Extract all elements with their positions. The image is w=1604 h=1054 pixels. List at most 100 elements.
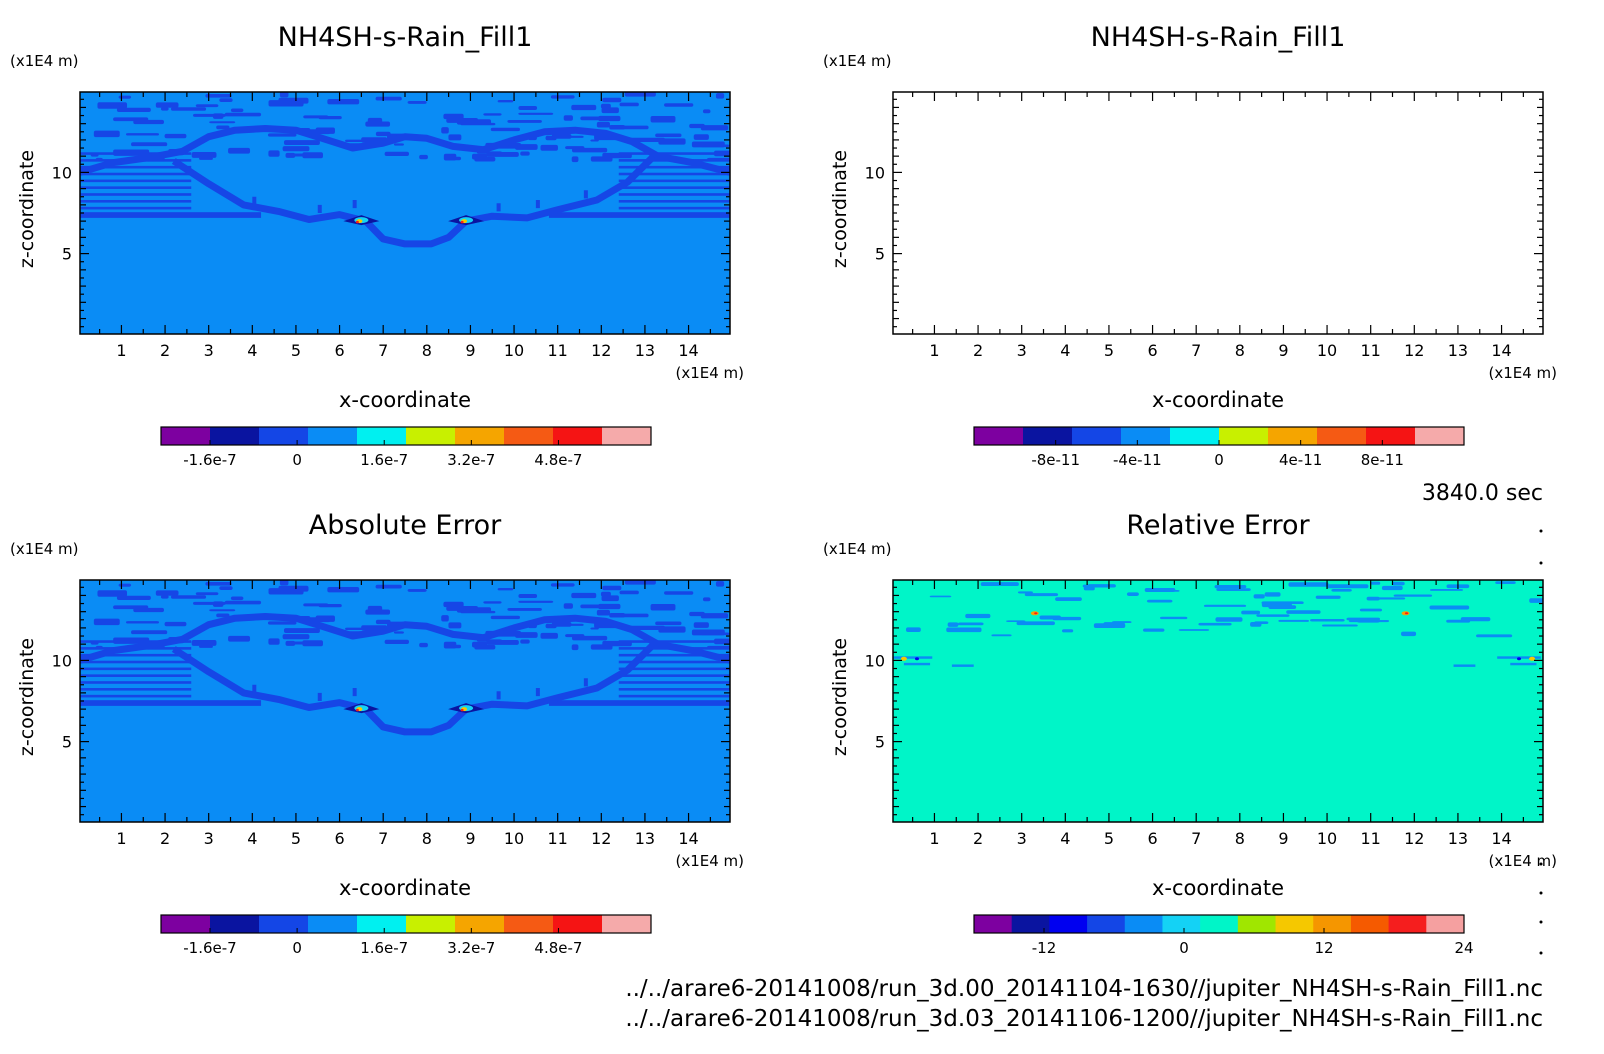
contour-streak (252, 196, 257, 205)
contour-band (618, 193, 730, 196)
colorbar-label: -1.6e-7 (183, 939, 236, 957)
contour-blob (407, 101, 427, 104)
contour-band (618, 200, 730, 203)
error-patch (1357, 620, 1380, 623)
error-patch (1288, 582, 1329, 587)
colorbar-label: 0 (1214, 451, 1224, 469)
colorbar-cell (1124, 915, 1163, 933)
error-patch (1241, 610, 1261, 615)
x-tick-label: 13 (1448, 829, 1468, 848)
contour-band (80, 667, 192, 671)
y-tick-label: 10 (865, 163, 885, 182)
contour-blob (228, 635, 251, 642)
colorbar-cell (504, 427, 554, 445)
contour-blob (571, 156, 579, 163)
contour-blob (702, 597, 711, 602)
contour-band (618, 674, 730, 677)
colorbar-cell (259, 427, 309, 445)
contour-blob (563, 603, 573, 609)
x-unit-label: (x1E4 m) (675, 852, 744, 870)
contour-blob (191, 640, 217, 646)
y-unit-label: (x1E4 m) (823, 52, 892, 70)
y-tick-label: 5 (875, 733, 885, 752)
colorbar-label: 4.8e-7 (534, 939, 582, 957)
contour-blob (209, 121, 236, 124)
contour-blob (448, 622, 462, 629)
contour-blob (230, 596, 244, 601)
contour-streak (317, 692, 322, 701)
contour-blob (472, 153, 488, 160)
contour-blob (619, 590, 639, 595)
y-tick-label: 10 (52, 163, 72, 182)
x-tick-label: 9 (465, 341, 475, 360)
x-axis-label: x-coordinate (1152, 388, 1284, 412)
error-patch (947, 622, 959, 627)
contour-streak (317, 204, 322, 213)
x-tick-label: 1 (116, 341, 126, 360)
error-patch (1476, 634, 1513, 638)
x-tick-label: 8 (1235, 829, 1245, 848)
contour-blob (571, 592, 597, 599)
contour-band (618, 688, 730, 691)
colorbar-cell (357, 427, 407, 445)
contour-blob (116, 107, 151, 112)
contour-blob (443, 601, 464, 608)
contour-blob (216, 125, 230, 130)
error-spot (1034, 612, 1038, 615)
contour-blob (283, 140, 320, 145)
contour-blob (419, 154, 428, 160)
x-tick-label: 4 (247, 829, 257, 848)
x-tick-label: 13 (635, 829, 655, 848)
contour-blob (619, 102, 639, 107)
colorbar-label: 3.2e-7 (447, 451, 495, 469)
contour-blob (609, 612, 626, 618)
error-patch (965, 613, 991, 619)
colorbar-cell (1121, 427, 1171, 445)
error-patch (1016, 621, 1055, 626)
x-tick-label: 4 (247, 341, 257, 360)
colorbar-cell (553, 915, 603, 933)
x-tick-label: 10 (504, 829, 524, 848)
file-path: ../../arare6-20141008/run_3d.03_20141106… (625, 1006, 1543, 1032)
contour-blob (285, 152, 296, 158)
contour-blob (286, 153, 322, 157)
colorbar-cell (1426, 915, 1465, 933)
contour-blob (713, 150, 730, 157)
contour-band (80, 212, 262, 218)
contour-blob (715, 93, 725, 99)
x-tick-label: 1 (929, 829, 939, 848)
colorbar-cell (1023, 427, 1073, 445)
contour-blob (490, 127, 520, 132)
contour-blob (155, 590, 179, 596)
contour-blob (664, 591, 694, 595)
contour-blob (483, 601, 502, 604)
contour-blob (571, 644, 579, 651)
colorbar-frame (160, 426, 652, 446)
contour-blob (658, 138, 686, 145)
contour-blob (118, 583, 132, 587)
contour-blob (191, 152, 217, 158)
y-axis-label: z-coordinate (16, 150, 38, 268)
error-patch (1381, 585, 1403, 591)
contour-band (618, 172, 730, 176)
x-axis-label: x-coordinate (339, 876, 471, 900)
contour-blob (518, 106, 538, 110)
contour-line-upper (80, 613, 730, 664)
colorbar-cell (308, 915, 358, 933)
contour-blob (268, 150, 280, 157)
contour-blob (601, 595, 619, 602)
contour-blob (596, 121, 610, 128)
contour-blob (384, 151, 409, 156)
contour-streak (535, 688, 540, 697)
contour-blob (446, 606, 479, 611)
chart-title: NH4SH-s-Rain_Fill1 (278, 22, 533, 53)
y-axis-label: z-coordinate (829, 150, 851, 268)
colorbar-cell (1170, 427, 1220, 445)
contour-blob (327, 99, 360, 105)
error-patch (946, 627, 982, 633)
margin-dot (1539, 561, 1543, 565)
colorbar-label: 0 (292, 451, 302, 469)
colorbar-label: -1.6e-7 (183, 451, 236, 469)
contour-band (618, 653, 730, 657)
